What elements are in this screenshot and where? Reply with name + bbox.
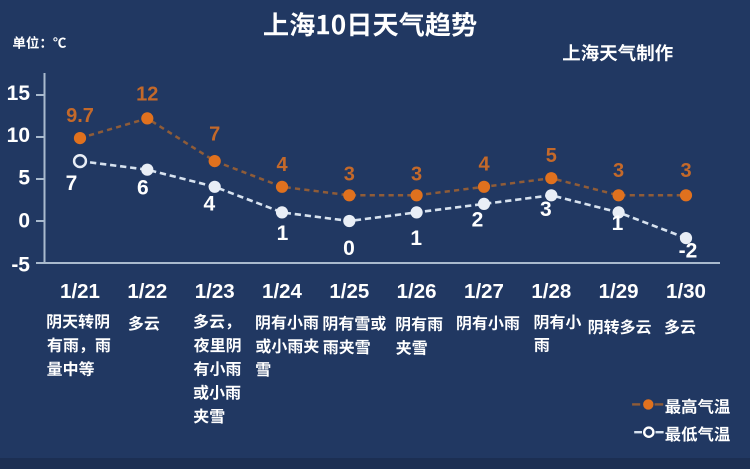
svg-text:0: 0 [18,210,30,233]
svg-text:1/24: 1/24 [262,280,302,303]
svg-text:1/28: 1/28 [531,280,571,303]
svg-text:1/21: 1/21 [60,280,100,303]
svg-text:-2: -2 [679,239,698,262]
svg-text:3: 3 [344,163,355,185]
svg-text:4: 4 [276,154,288,176]
svg-text:6: 6 [137,177,149,200]
svg-text:4: 4 [478,153,490,175]
svg-text:7: 7 [66,172,78,195]
svg-text:1/23: 1/23 [195,280,235,303]
svg-text:1/30: 1/30 [666,280,706,303]
svg-text:1/22: 1/22 [127,280,167,303]
svg-text:-5: -5 [11,254,30,277]
svg-text:9.7: 9.7 [66,105,94,127]
svg-text:1: 1 [612,212,624,235]
svg-text:0: 0 [343,237,355,260]
svg-text:3: 3 [680,160,691,182]
svg-text:1/29: 1/29 [599,280,639,303]
svg-text:5: 5 [546,145,557,167]
svg-text:1/25: 1/25 [329,280,369,303]
svg-text:12: 12 [136,83,158,105]
svg-text:1: 1 [277,222,289,245]
svg-text:15: 15 [7,82,31,105]
svg-text:3: 3 [613,160,624,182]
svg-text:3: 3 [540,198,552,221]
svg-text:4: 4 [204,193,216,216]
svg-text:3: 3 [411,163,422,185]
svg-text:7: 7 [209,124,220,146]
svg-text:1/27: 1/27 [464,280,504,303]
svg-text:2: 2 [472,209,484,232]
svg-text:1/26: 1/26 [397,280,437,303]
svg-text:5: 5 [18,167,30,190]
svg-text:10: 10 [7,124,30,147]
svg-text:1: 1 [410,227,422,250]
